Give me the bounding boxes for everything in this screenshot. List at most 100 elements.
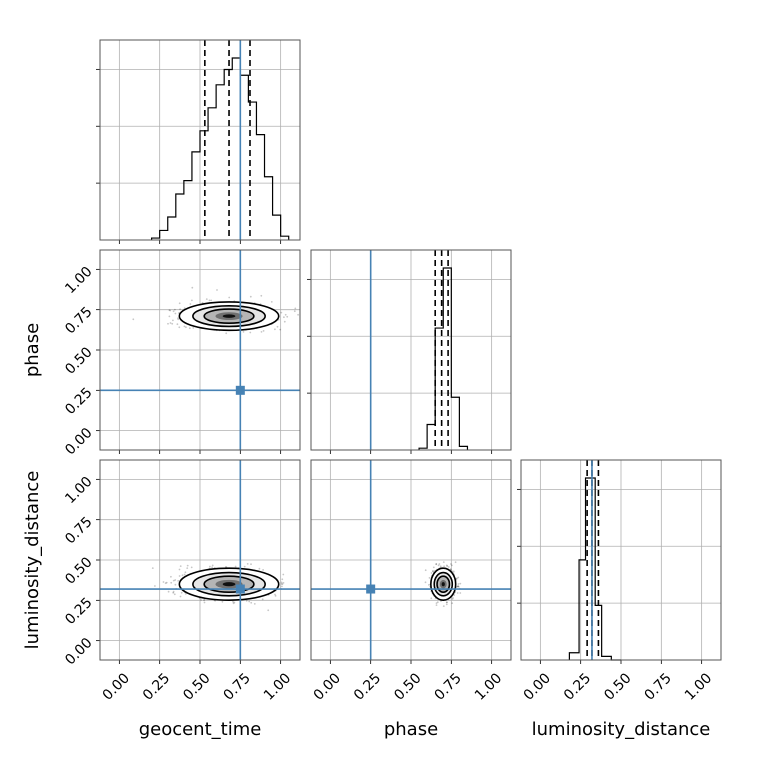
sample-point: [286, 315, 289, 318]
sample-point: [172, 590, 175, 593]
y-axis-label-phase: phase: [22, 323, 43, 377]
sample-point: [430, 597, 433, 600]
sample-point: [174, 583, 177, 586]
sample-point: [424, 581, 427, 584]
sample-point: [172, 310, 175, 313]
x-tick-label: 1.00: [472, 670, 505, 703]
sample-point: [445, 564, 448, 567]
x-tick-label: 0.00: [521, 670, 554, 703]
x-tick-label: 0.25: [351, 670, 384, 703]
truth-marker: [235, 584, 245, 594]
sample-point: [234, 565, 237, 568]
sample-point: [233, 601, 236, 604]
sample-point: [446, 565, 449, 568]
sample-point: [167, 322, 169, 325]
sample-point: [249, 295, 252, 298]
panel-geocent_time-luminosity_distance: [96, 459, 301, 664]
sample-point: [211, 566, 214, 569]
x-axis-label-luminosity_distance: luminosity_distance: [532, 719, 711, 740]
sample-point: [250, 563, 252, 566]
density-contour: [192, 571, 266, 597]
sample-point: [186, 564, 189, 567]
sample-point: [246, 563, 249, 565]
sample-point: [169, 309, 172, 312]
sample-point: [297, 313, 299, 316]
sample-point: [245, 599, 248, 602]
x-tick-label: 0.50: [180, 670, 213, 703]
y-tick-label: 1.00: [62, 474, 95, 507]
sample-point: [459, 582, 462, 585]
density-contour: [178, 301, 280, 332]
sample-point: [179, 308, 182, 311]
y-tick-label: 0.25: [62, 385, 95, 418]
sample-point: [190, 566, 193, 569]
sample-point: [183, 573, 186, 576]
sample-point: [428, 577, 431, 579]
x-tick-label: 0.00: [311, 670, 344, 703]
sample-point: [442, 605, 445, 607]
y-axis-label-luminosity_distance: luminosity_distance: [22, 471, 43, 650]
sample-point: [280, 583, 283, 585]
sample-point: [262, 330, 265, 332]
sample-point: [456, 577, 458, 580]
y-tick-label: 0.00: [62, 425, 95, 458]
sample-point: [435, 604, 438, 606]
y-tick-label: 0.50: [62, 554, 95, 587]
sample-point: [174, 579, 177, 581]
sample-point: [274, 328, 276, 331]
sample-point: [294, 307, 297, 310]
sample-point: [181, 574, 184, 577]
sample-point: [451, 598, 454, 600]
sample-point: [435, 602, 438, 604]
sample-point: [274, 595, 277, 597]
sample-point: [281, 583, 284, 585]
y-tick-label: 0.75: [62, 304, 95, 337]
sample-point: [428, 584, 430, 586]
histogram-phase: [418, 267, 469, 450]
sample-point: [184, 571, 187, 574]
sample-point: [436, 601, 439, 604]
sample-point: [164, 582, 167, 585]
panel-frame: [99, 249, 301, 451]
sample-point: [445, 603, 448, 606]
density-contour: [203, 575, 255, 593]
sample-point: [225, 566, 227, 568]
density-contour: [433, 571, 454, 597]
sample-point: [162, 581, 165, 583]
sample-point: [165, 581, 168, 584]
density-contour: [192, 305, 266, 328]
sample-point: [457, 585, 459, 588]
x-tick-label: 0.50: [601, 670, 634, 703]
sample-point: [243, 565, 246, 568]
sample-point: [183, 325, 186, 328]
sample-point: [167, 590, 170, 593]
sample-point: [151, 567, 154, 569]
sample-point: [154, 585, 156, 587]
panel-geocent_time-phase: [96, 249, 301, 454]
density-fill: [441, 582, 445, 587]
x-tick-label: 0.00: [100, 670, 133, 703]
sample-point: [216, 289, 218, 291]
sample-point: [281, 585, 283, 588]
sample-point: [284, 313, 287, 316]
sample-point: [280, 311, 283, 314]
sample-point: [451, 564, 453, 567]
density-fill: [222, 314, 236, 318]
sample-point: [173, 593, 176, 596]
sample-point: [457, 585, 459, 588]
sample-point: [185, 326, 187, 329]
sample-point: [260, 294, 263, 297]
sample-point: [442, 561, 445, 563]
sample-point: [172, 591, 175, 594]
sample-point: [242, 331, 245, 333]
sample-point: [435, 563, 438, 565]
sample-point: [211, 564, 214, 567]
sample-point: [180, 591, 183, 594]
sample-point: [203, 598, 206, 601]
sample-point: [445, 601, 448, 604]
sample-point: [453, 594, 455, 597]
sample-point: [184, 593, 187, 595]
sample-point: [430, 572, 433, 574]
sample-point: [203, 599, 205, 602]
